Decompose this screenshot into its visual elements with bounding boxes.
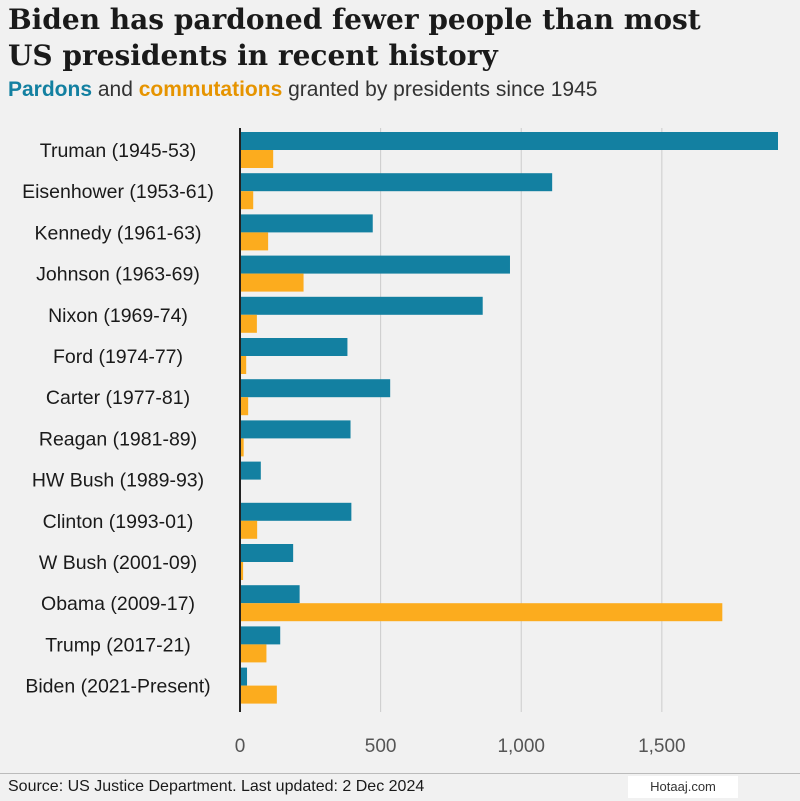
subtitle-and: and [92, 78, 139, 101]
bar-pardons [240, 338, 348, 356]
x-tick-label: 0 [235, 736, 246, 757]
bar-pardons [240, 379, 391, 398]
bar-commutations [240, 150, 274, 168]
bar-commutations [240, 397, 249, 416]
bar-commutations [240, 438, 244, 457]
category-label: Johnson (1963-69) [36, 264, 200, 286]
footer: Source: US Justice Department. Last upda… [0, 773, 800, 801]
bar-pardons [240, 132, 778, 150]
bar-pardons [240, 667, 248, 686]
category-label: HW Bush (1989-93) [32, 470, 204, 492]
legend-commutations: commutations [138, 78, 283, 101]
category-label: Truman (1945-53) [40, 140, 196, 162]
bar-commutations [240, 232, 269, 251]
bar-commutations [240, 191, 254, 210]
source-note: Source: US Justice Department. Last upda… [8, 778, 425, 795]
category-label: Trump (2017-21) [45, 634, 191, 656]
category-label: W Bush (2001-09) [39, 552, 197, 574]
subtitle-rest: granted by presidents since 1945 [282, 78, 598, 101]
category-label: Clinton (1993-01) [43, 511, 194, 533]
x-tick-label: 500 [365, 736, 397, 757]
bar-commutations [240, 562, 244, 580]
x-tick-label: 1,500 [638, 736, 686, 757]
x-tick-label: 1,000 [497, 736, 545, 757]
category-label: Reagan (1981-89) [39, 428, 197, 450]
category-label: Kennedy (1961-63) [35, 222, 202, 244]
bar-pardons [240, 585, 300, 604]
title-line-2: US presidents in recent history [8, 39, 498, 72]
bar-commutations [240, 356, 247, 374]
bar-pardons [240, 502, 352, 521]
category-label: Ford (1974-77) [53, 346, 183, 368]
chart-subtitle: Pardons and commutations granted by pres… [8, 76, 597, 104]
bar-pardons [240, 173, 553, 192]
watermark: Hotaaj.com [628, 776, 738, 798]
bar-commutations [240, 685, 277, 704]
title-line-1: Biden has pardoned fewer people than mos… [8, 3, 701, 36]
bar-commutations [240, 273, 304, 292]
category-label: Carter (1977-81) [46, 387, 190, 409]
bar-pardons [240, 461, 261, 480]
legend-pardons: Pardons [8, 78, 93, 101]
bar-pardons [240, 296, 483, 315]
category-label: Biden (2021-Present) [25, 676, 210, 698]
bar-pardons [240, 626, 281, 645]
bar-commutations [240, 520, 258, 539]
bar-pardons [240, 255, 510, 274]
bar-pardons [240, 420, 351, 439]
bar-pardons [240, 544, 294, 562]
bar-commutations [240, 314, 257, 333]
category-label: Eisenhower (1953-61) [22, 181, 214, 203]
bar-chart: 0 500 1,000 1,500 Truman (1945-53) Eisenhower… [22, 128, 778, 757]
chart-title: Biden has pardoned fewer people than mos… [8, 2, 788, 74]
bar-pardons [240, 214, 373, 233]
category-label: Nixon (1969-74) [48, 305, 188, 327]
bar-commutations [240, 603, 723, 622]
bar-commutations [240, 644, 267, 663]
category-label: Obama (2009-17) [41, 593, 195, 615]
